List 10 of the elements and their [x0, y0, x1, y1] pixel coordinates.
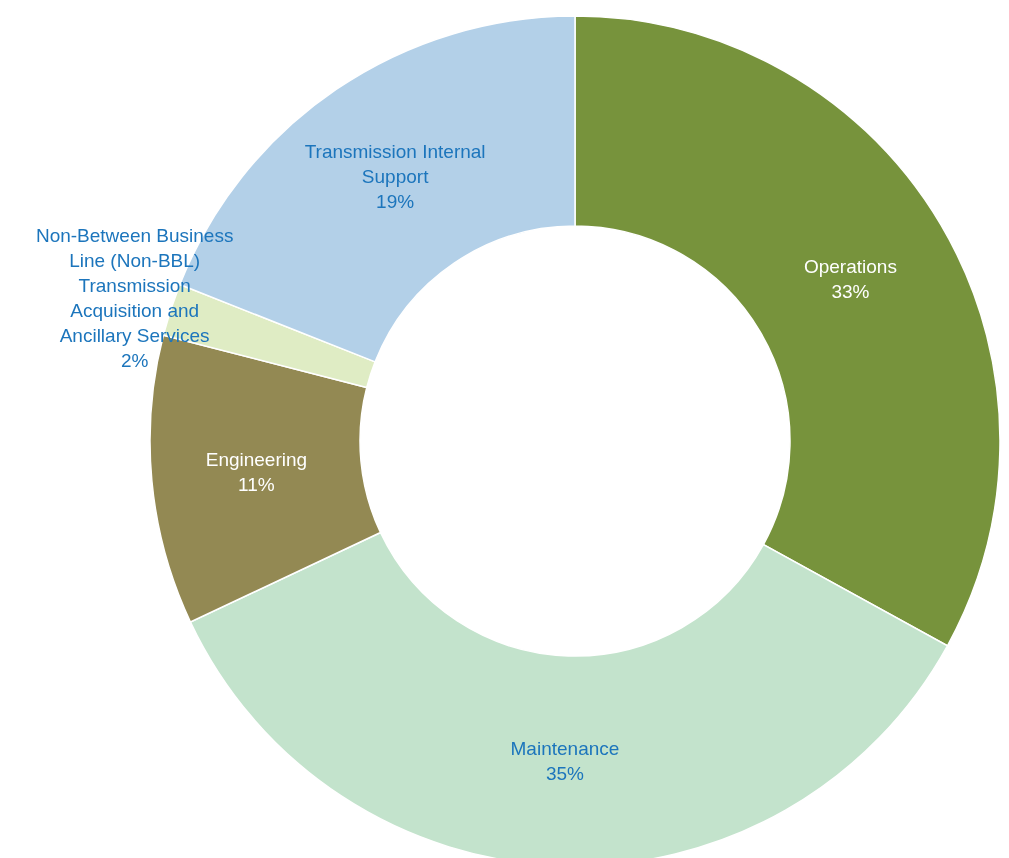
slice-label: Transmission Internal Support	[304, 140, 486, 187]
slice-label: Non-Between Business Line (Non-BBL) Transmission Acquisition and Ancillary Services	[35, 224, 234, 346]
slice-label: Operations	[803, 255, 897, 277]
slice-label: Engineering	[205, 448, 308, 470]
data-label: 33%	[831, 280, 870, 302]
data-label: 19%	[376, 190, 415, 212]
data-label: 2%	[120, 349, 149, 371]
data-label: 35%	[545, 762, 585, 784]
data-label: 11%	[238, 473, 275, 495]
slice-label: Maintenance	[510, 737, 620, 759]
